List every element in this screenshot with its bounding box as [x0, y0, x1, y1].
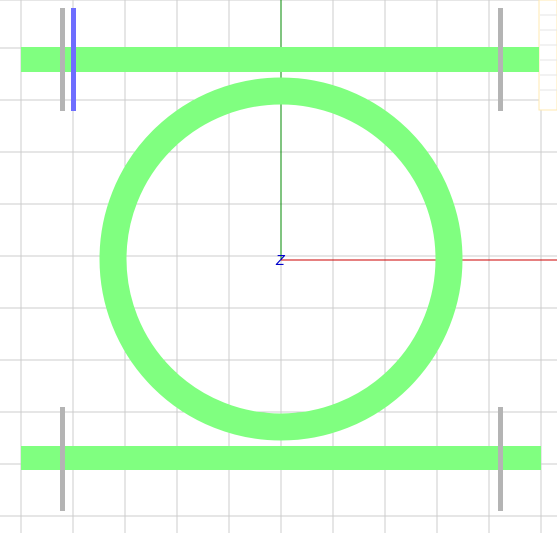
port-marker-bottom-left[interactable] [60, 407, 65, 511]
port-marker-top-left-selected[interactable] [71, 8, 76, 111]
ring-resonator[interactable] [99, 77, 463, 441]
origin-label: Z [275, 254, 286, 269]
port-marker-bottom-right[interactable] [498, 407, 503, 511]
port-marker-top-left[interactable] [60, 8, 65, 111]
side-panel-rows [540, 14, 557, 91]
port-marker-top-right[interactable] [498, 8, 503, 111]
top-waveguide[interactable] [21, 47, 539, 72]
bottom-waveguide[interactable] [21, 446, 541, 470]
side-panel[interactable] [538, 0, 557, 111]
